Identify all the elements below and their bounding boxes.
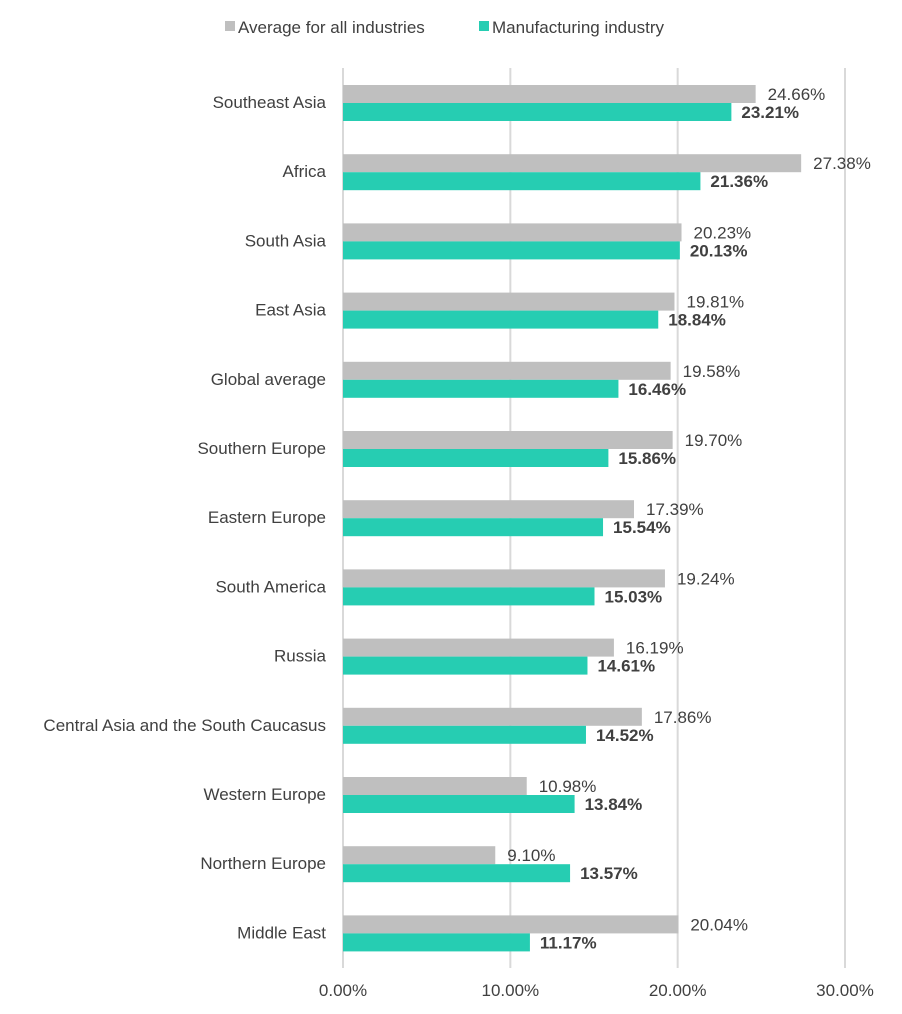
data-label: 24.66% <box>768 85 826 104</box>
bar-all-industries <box>343 846 496 865</box>
data-label: 20.04% <box>690 915 748 934</box>
legend-swatch <box>225 21 235 31</box>
data-label: 20.13% <box>690 241 748 260</box>
bar-all-industries <box>343 223 682 242</box>
legend-label: Average for all industries <box>238 18 425 37</box>
bar-all-industries <box>343 777 527 795</box>
data-label: 21.36% <box>710 172 768 191</box>
category-label: Africa <box>283 162 327 181</box>
data-label: 15.03% <box>605 587 663 606</box>
category-label: Russia <box>274 647 327 666</box>
data-label: 15.54% <box>613 518 671 537</box>
data-label: 18.84% <box>668 311 726 330</box>
category-label: Northern Europe <box>200 854 326 873</box>
bar-all-industries <box>343 569 665 588</box>
x-tick-label: 10.00% <box>481 981 539 1000</box>
data-label: 19.58% <box>683 362 741 381</box>
bar-manufacturing <box>343 241 680 260</box>
data-label: 27.38% <box>813 154 871 173</box>
bar-manufacturing <box>343 310 659 329</box>
data-label: 17.86% <box>654 708 712 727</box>
category-label: Global average <box>211 370 326 389</box>
data-label: 15.86% <box>618 449 676 468</box>
bar-all-industries <box>343 915 679 934</box>
category-label: Southern Europe <box>197 439 326 458</box>
bar-all-industries <box>343 431 673 449</box>
data-label: 11.17% <box>540 933 597 952</box>
bar-manufacturing <box>343 795 575 813</box>
x-tick-label: 20.00% <box>649 981 707 1000</box>
category-label: South America <box>215 577 326 596</box>
bar-all-industries <box>343 361 671 380</box>
category-label: Southeast Asia <box>213 93 327 112</box>
bar-all-industries <box>343 638 614 657</box>
category-label: East Asia <box>255 301 326 320</box>
data-label: 16.46% <box>628 380 686 399</box>
bar-manufacturing <box>343 103 732 121</box>
bar-manufacturing <box>343 587 595 606</box>
bar-manufacturing <box>343 933 530 952</box>
x-tick-label: 0.00% <box>319 981 367 1000</box>
bar-manufacturing <box>343 656 588 675</box>
category-label: Eastern Europe <box>208 508 326 527</box>
bar-manufacturing <box>343 379 619 398</box>
bar-manufacturing <box>343 172 701 191</box>
bar-manufacturing <box>343 449 609 467</box>
legend-label: Manufacturing industry <box>492 18 664 37</box>
data-label: 19.24% <box>677 569 735 588</box>
bar-manufacturing <box>343 864 571 883</box>
data-label: 23.21% <box>741 103 799 122</box>
bar-all-industries <box>343 292 675 311</box>
bar-all-industries <box>343 154 802 173</box>
category-label: South Asia <box>245 231 327 250</box>
data-label: 19.81% <box>686 293 744 312</box>
legend-swatch <box>479 21 489 31</box>
data-label: 19.70% <box>685 431 743 450</box>
bar-all-industries <box>343 85 756 103</box>
bar-manufacturing <box>343 725 586 744</box>
category-label: Middle East <box>237 923 326 942</box>
data-label: 13.84% <box>585 795 643 814</box>
data-label: 17.39% <box>646 500 704 519</box>
bar-all-industries <box>343 500 634 519</box>
data-label: 14.61% <box>597 657 655 676</box>
data-label: 9.10% <box>507 846 555 865</box>
data-label: 10.98% <box>539 777 597 796</box>
data-label: 13.57% <box>580 864 638 883</box>
bar-all-industries <box>343 707 642 726</box>
data-label: 14.52% <box>596 726 654 745</box>
category-label: Western Europe <box>203 785 326 804</box>
category-label: Central Asia and the South Caucasus <box>43 716 326 735</box>
data-label: 16.19% <box>626 639 684 658</box>
x-tick-label: 30.00% <box>816 981 874 1000</box>
bar-manufacturing <box>343 518 604 537</box>
data-label: 20.23% <box>694 223 752 242</box>
